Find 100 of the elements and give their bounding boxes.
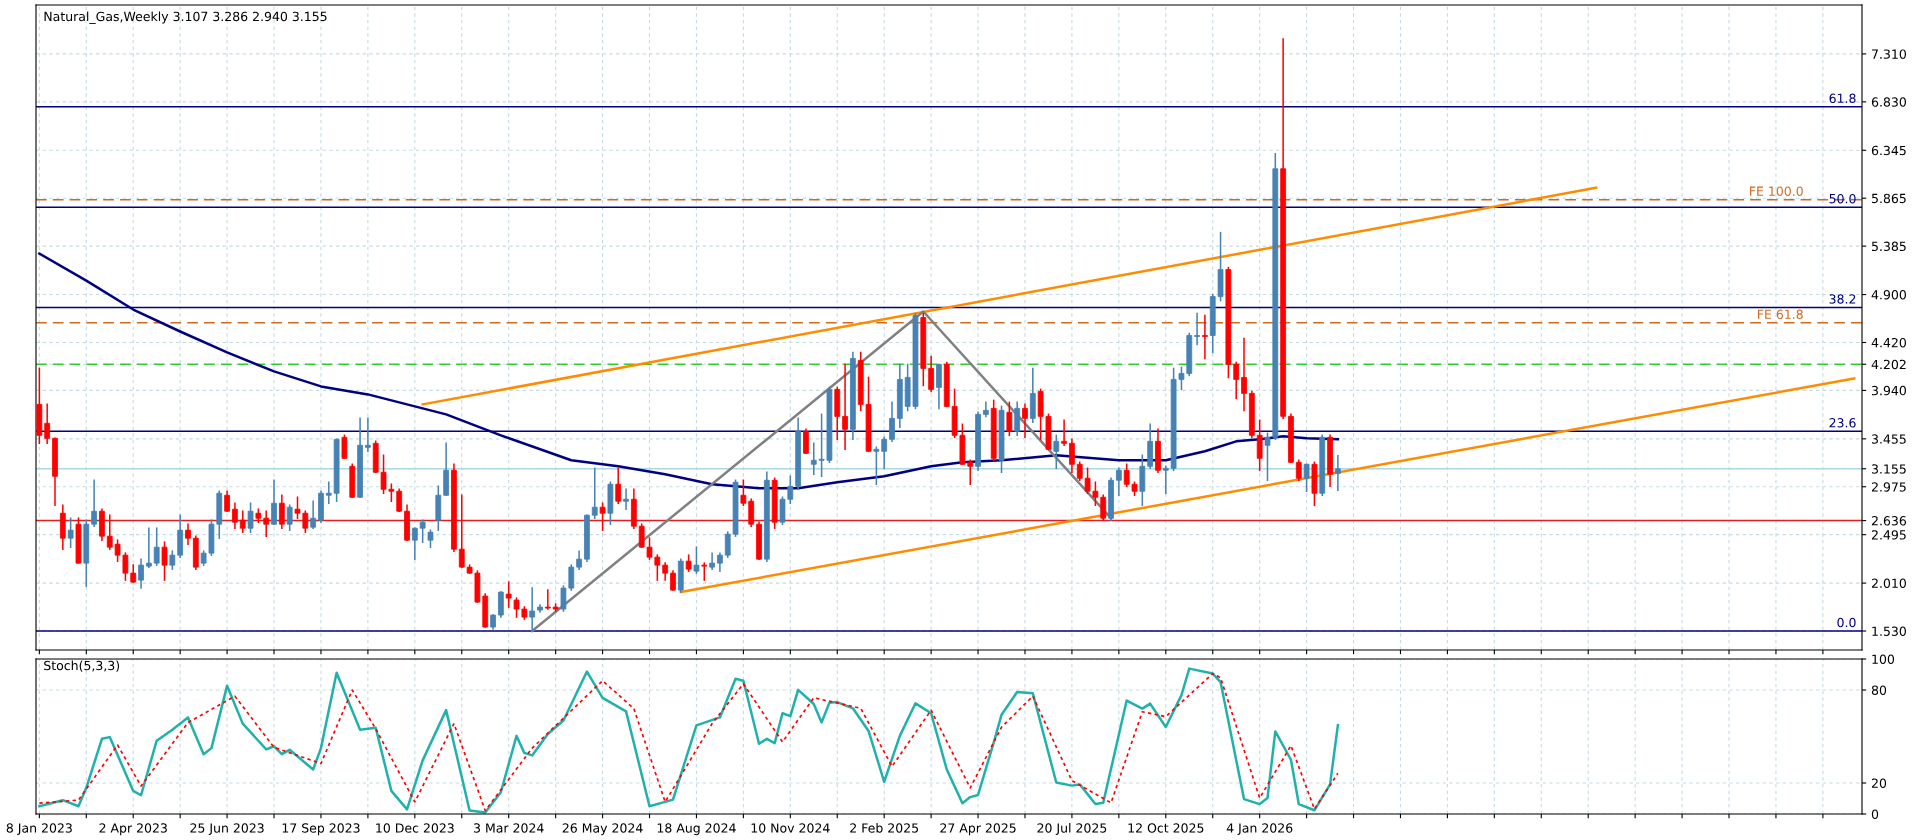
candlestick	[842, 363, 848, 451]
x-tick-label: 10 Nov 2024	[751, 823, 830, 833]
candlestick	[67, 517, 74, 548]
candlestick	[615, 467, 622, 504]
x-tick-label: 26 May 2024	[562, 823, 643, 836]
candlestick	[310, 500, 317, 529]
ref-line-label: FE 61.8	[1758, 309, 1803, 319]
annotation: 0.0	[1837, 617, 1856, 628]
x-tick-label: 17 Sep 2023	[282, 823, 360, 836]
candlestick	[498, 591, 504, 618]
candlestick	[278, 494, 285, 529]
annotation: 50.0	[1829, 193, 1856, 204]
y-tick-label: 7.310	[1872, 49, 1906, 59]
candlestick	[1053, 434, 1060, 470]
x-tick-label: 8 Jan 2023	[6, 823, 72, 836]
candlestick	[271, 479, 277, 525]
candlestick	[529, 587, 536, 632]
annotation: 61.8	[1829, 93, 1856, 104]
candlestick	[1162, 465, 1169, 495]
candlestick	[44, 403, 51, 445]
candlestick	[591, 467, 598, 519]
candlestick	[740, 479, 747, 506]
candlestick	[341, 434, 348, 460]
text: Natural_Gas,Weekly 3.107 3.286 2.940 3.155	[44, 11, 327, 24]
candlestick	[396, 488, 403, 512]
candlestick	[232, 502, 238, 529]
annotation: 38.2	[1829, 294, 1856, 304]
x-tick-label: 12 Oct 2025	[1128, 823, 1204, 833]
y-tick-label: 3.940	[1871, 385, 1906, 396]
candlestick	[748, 498, 755, 527]
y-tick-label: 80	[1871, 685, 1887, 695]
candlestick	[1022, 403, 1028, 439]
candlestick	[623, 488, 629, 510]
y-tick-label: 6.830	[1871, 97, 1906, 107]
y-tick-label: 5.385	[1871, 241, 1906, 252]
candlestick	[709, 552, 715, 570]
candlestick	[138, 558, 144, 589]
candlestick	[1256, 419, 1263, 472]
annotation: 23.6	[1829, 418, 1856, 428]
y-tick-label: 2.495	[1871, 530, 1906, 540]
x-tick-label: 18 Aug 2024	[657, 823, 736, 836]
y-tick-label: 3.155	[1871, 464, 1906, 474]
x-tick-label: 2 Feb 2025	[850, 823, 919, 833]
ref-line-label: FE 100.0	[1750, 186, 1803, 196]
candlestick	[1194, 312, 1200, 346]
candlestick	[928, 355, 934, 393]
candlestick	[1014, 401, 1021, 437]
candlestick	[505, 581, 512, 608]
candlestick	[263, 510, 270, 537]
candlestick	[1115, 467, 1122, 497]
candlestick	[881, 436, 888, 470]
y-tick-label: 4.202	[1871, 359, 1906, 370]
candlestick	[1061, 419, 1067, 447]
y-tick-label: 4.900	[1871, 290, 1906, 300]
y-tick-label: 4.420	[1871, 337, 1906, 348]
candlestick	[247, 502, 254, 533]
x-tick-label: 20 Jul 2025	[1037, 823, 1107, 836]
candlestick	[1303, 463, 1310, 493]
candlestick	[670, 570, 676, 591]
candlestick	[224, 490, 230, 512]
candlestick	[411, 527, 418, 560]
candlestick	[419, 519, 426, 543]
candlestick	[983, 401, 989, 418]
candlestick	[889, 401, 895, 443]
y-tick-label: 20	[1871, 778, 1887, 788]
y-tick-label: 2.010	[1871, 578, 1906, 589]
x-tick-label: 2 Apr 2023	[99, 823, 167, 836]
candlestick	[599, 502, 606, 531]
x-tick-label: 25 Jun 2023	[190, 823, 264, 836]
candlestick	[803, 428, 809, 455]
x-tick-label: 27 Apr 2025	[940, 823, 1016, 836]
chart-title: Stoch(5,3,3)	[44, 660, 120, 672]
y-tick-label: 2.975	[1871, 482, 1906, 492]
candlestick	[185, 523, 191, 545]
candlestick	[1295, 459, 1302, 482]
y-tick-label: 2.636	[1871, 516, 1907, 526]
candlestick	[873, 446, 880, 486]
candlestick	[1335, 454, 1341, 492]
y-tick-label: 0	[1871, 809, 1879, 819]
candlestick	[1202, 314, 1208, 360]
y-tick-label: 6.345	[1871, 145, 1906, 156]
candlestick	[1069, 438, 1075, 474]
x-tick-label: 4 Jan 2026	[1226, 823, 1293, 836]
candlestick	[153, 527, 160, 566]
x-tick-label: 10 Dec 2023	[376, 823, 454, 833]
x-tick-label: 3 Mar 2024	[474, 823, 544, 833]
candlestick	[239, 510, 246, 533]
y-tick-label: 100	[1872, 654, 1895, 664]
candlestick	[1006, 401, 1013, 437]
candlestick	[1233, 361, 1240, 400]
candlestick	[936, 363, 942, 410]
candlestick	[161, 541, 168, 581]
y-tick-label: 5.865	[1871, 193, 1906, 204]
candlestick	[91, 479, 97, 527]
candlestick	[365, 417, 371, 453]
candlestick	[145, 527, 152, 568]
candlestick	[1241, 337, 1247, 412]
y-tick-label: 3.455	[1871, 434, 1906, 444]
candlestick	[286, 504, 293, 531]
y-tick-label: 1.530	[1872, 626, 1906, 636]
